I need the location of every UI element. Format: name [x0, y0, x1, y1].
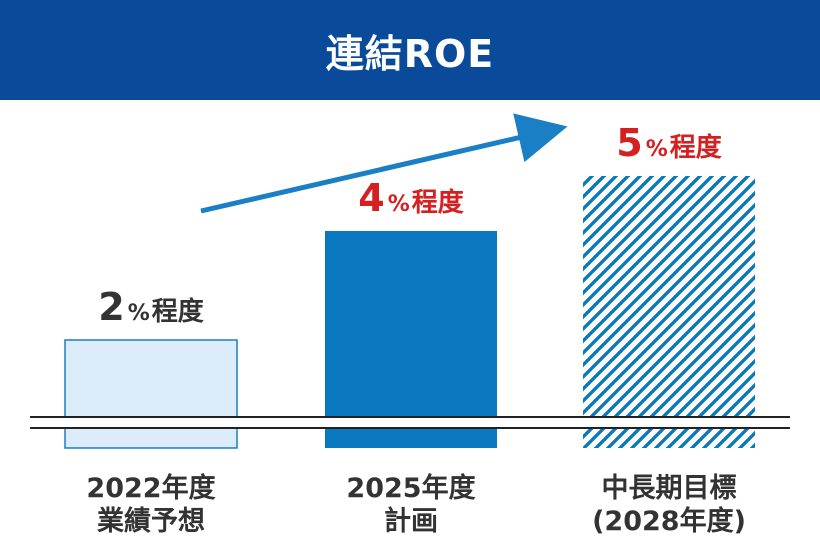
- axis-break-gap: [30, 418, 790, 428]
- value-label-1: 2 %程度: [98, 285, 204, 329]
- labels-layer: 2 %程度4 %程度5 %程度2022年度業績予想2025年度計画中長期目標(2028…: [86, 121, 745, 537]
- value-suffix: 程度: [152, 296, 204, 327]
- category-label-2-line2: 計画: [384, 505, 438, 537]
- trend-arrow: [200, 113, 568, 214]
- axis-break-lines: [30, 416, 790, 429]
- bar-1: [64, 339, 238, 449]
- value-label-2: 4 %程度: [358, 176, 464, 220]
- value-label-3: 5 %程度: [616, 121, 722, 165]
- trend-arrow-line: [200, 113, 568, 214]
- category-label-1-line2: 業績予想: [97, 505, 205, 537]
- category-label-3-line2: (2028年度): [592, 505, 746, 537]
- bar-3: [583, 176, 755, 448]
- value-suffix: 程度: [412, 187, 464, 218]
- header-banner: 連結ROE: [0, 0, 820, 100]
- value-unit: %: [646, 137, 668, 162]
- chart-title: 連結ROE: [325, 31, 495, 76]
- category-label-2-line1: 2025年度: [346, 472, 475, 504]
- value-number: 5: [616, 121, 642, 165]
- bar-2: [325, 231, 497, 448]
- value-unit: %: [128, 301, 150, 326]
- value-number: 2: [98, 285, 124, 329]
- value-number: 4: [358, 176, 384, 220]
- bars-layer: [64, 176, 755, 449]
- category-label-1-line1: 2022年度: [86, 472, 215, 504]
- value-suffix: 程度: [670, 132, 722, 163]
- value-unit: %: [388, 192, 410, 217]
- category-label-3-line1: 中長期目標: [602, 473, 737, 504]
